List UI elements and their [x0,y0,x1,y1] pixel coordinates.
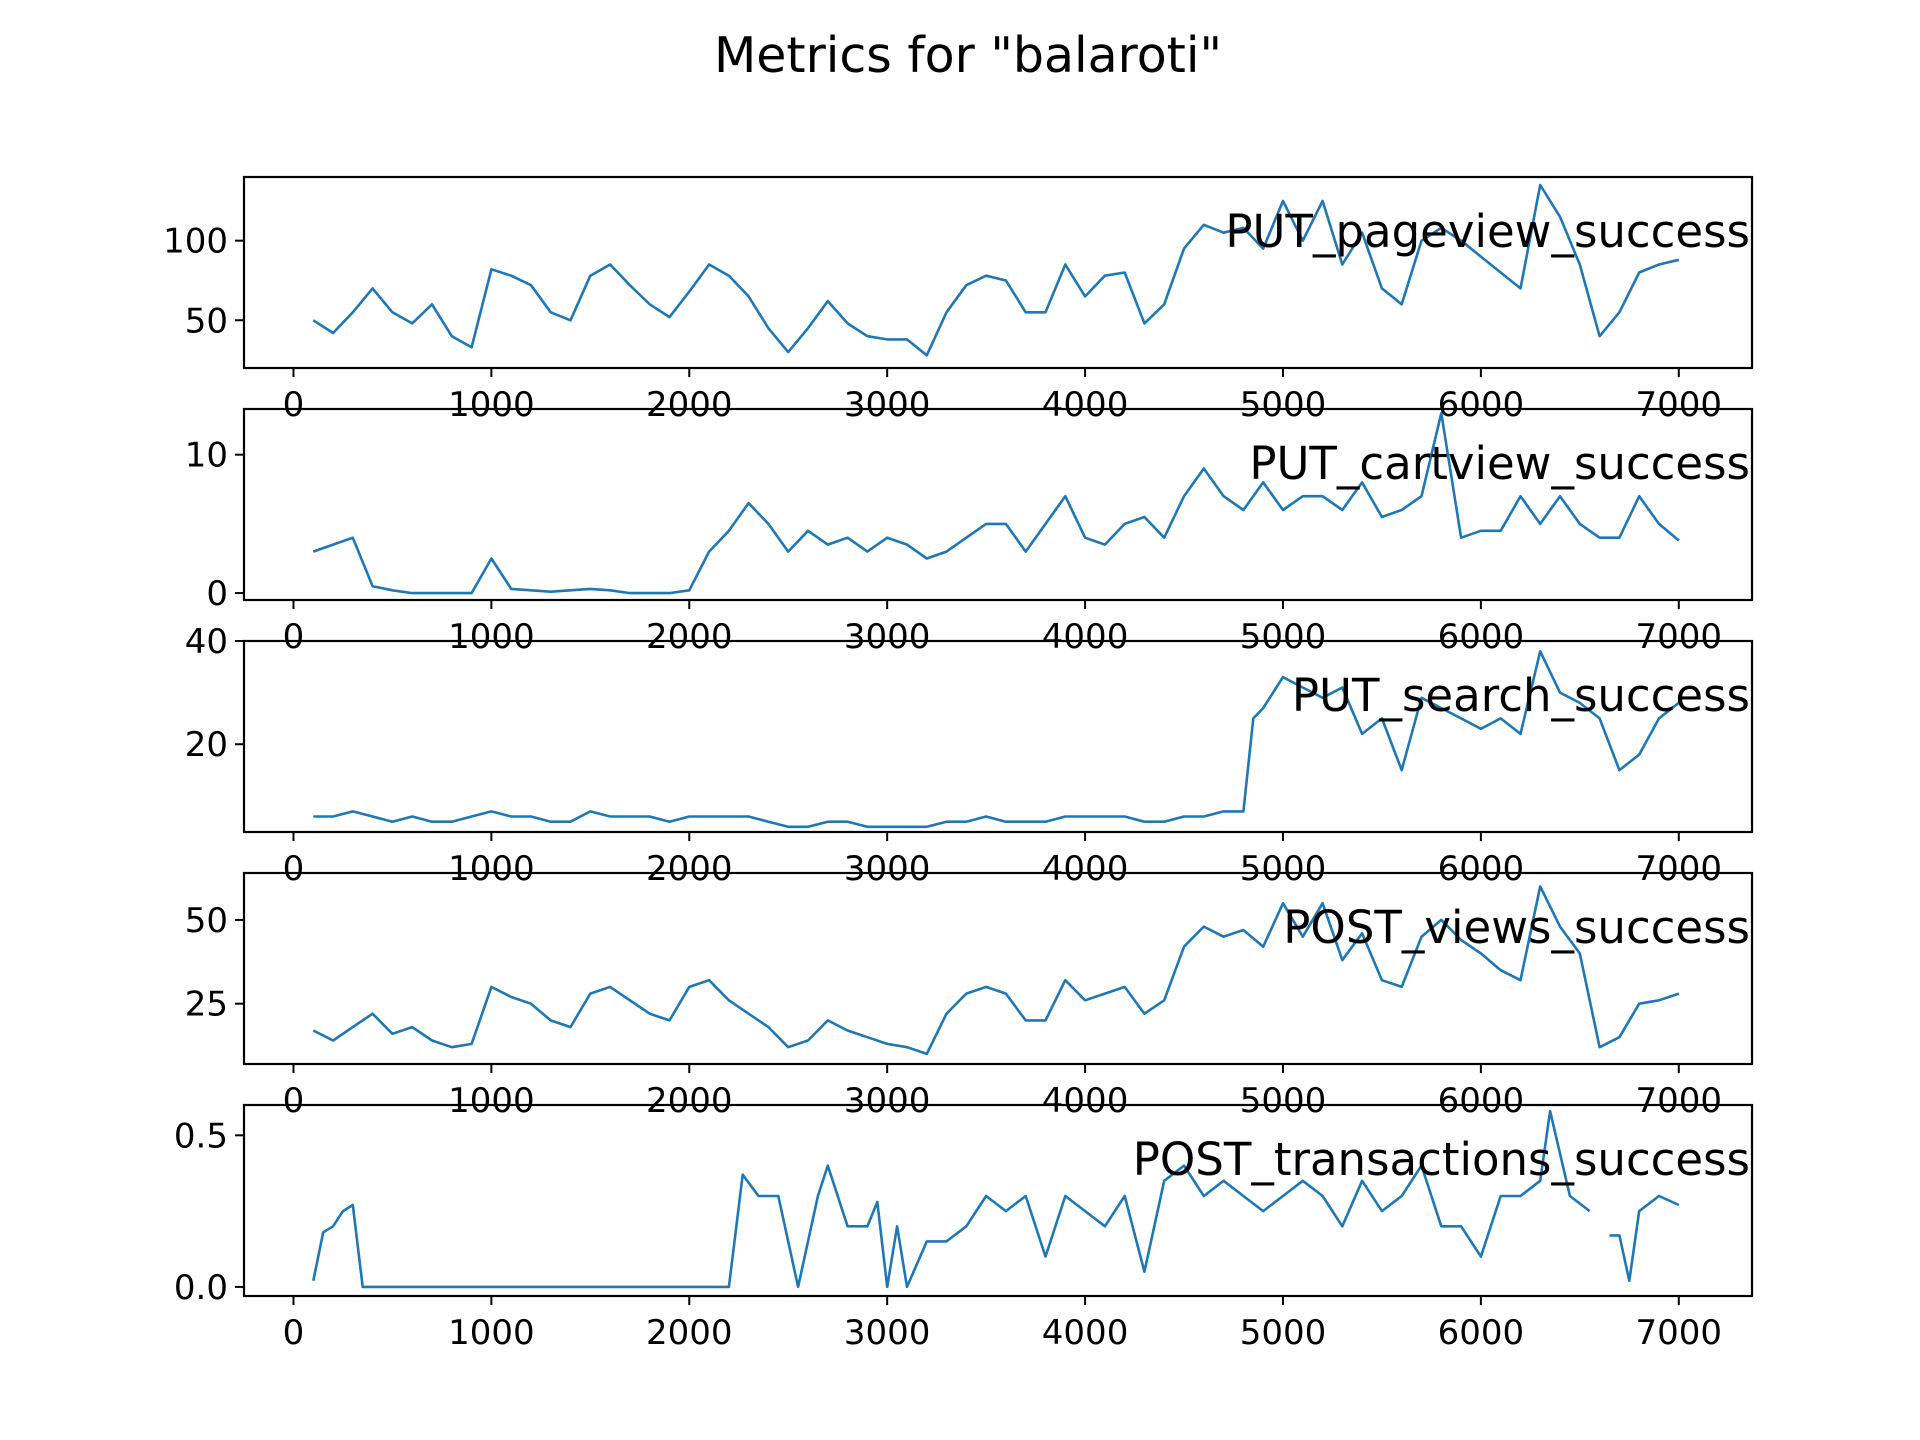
x-tick-label: 1000 [448,617,535,657]
x-tick-label: 6000 [1438,849,1525,889]
x-tick-label: 3000 [844,849,931,889]
y-tick-label: 0.0 [174,1268,228,1308]
y-tick-label: 10 [185,436,228,476]
y-tick-label: 50 [185,301,228,341]
x-tick-label: 0 [283,617,305,657]
x-tick-label: 7000 [1636,385,1723,425]
x-tick-label: 7000 [1636,1313,1723,1353]
axes-frame [242,175,1754,370]
panel-label: POST_views_success [1283,901,1750,954]
panel-label: PUT_pageview_success [1225,205,1750,258]
x-tick-label: 1000 [448,1313,535,1353]
series-line-POST_views_success [312,885,1680,1056]
axes-frame [242,1103,1754,1298]
y-tick-label: 0 [206,574,228,614]
x-tick-label: 4000 [1042,849,1129,889]
x-tick-label: 1000 [448,849,535,889]
x-tick-label: 0 [283,1081,305,1121]
y-tick-label: 40 [185,622,228,662]
x-tick-label: 0 [283,1313,305,1353]
x-tick-label: 2000 [646,617,733,657]
x-tick-label: 2000 [646,849,733,889]
series-line-POST_transactions_success [312,1109,1680,1289]
x-tick-label: 0 [283,385,305,425]
x-tick-label: 6000 [1438,617,1525,657]
panel-label: PUT_cartview_success [1249,437,1750,490]
x-tick-label: 1000 [448,1081,535,1121]
x-tick-label: 6000 [1438,1313,1525,1353]
panel-5: 0 1000 2000 3000 4000 5000 6000 7000 0.0 0.5 POST_… [174,1103,1754,1353]
panel-label: PUT_search_success [1292,669,1750,722]
x-tick-label: 1000 [448,385,535,425]
x-tick-label: 6000 [1438,385,1525,425]
x-tick-label: 7000 [1636,849,1723,889]
x-tick-label: 2000 [646,1313,733,1353]
x-tick-label: 5000 [1240,385,1327,425]
x-tick-label: 3000 [844,1313,931,1353]
chart-title: Metrics for "balaroti" [714,27,1222,84]
x-tick-label: 7000 [1636,617,1723,657]
x-tick-label: 3000 [844,385,931,425]
y-tick-label: 20 [185,725,228,765]
x-tick-label: 5000 [1240,849,1327,889]
x-tick-label: 3000 [844,617,931,657]
x-tick-label: 5000 [1240,1313,1327,1353]
y-tick-label: 100 [163,222,228,262]
x-tick-label: 0 [283,849,305,889]
panel-1: 0 1000 2000 3000 4000 5000 6000 7000 50 100 PUT_pa… [163,175,1754,425]
panel-2: 0 1000 2000 3000 4000 5000 6000 7000 0 10 PUT_cart… [185,407,1754,657]
axes-frame [242,871,1754,1066]
axes-frame [242,639,1754,834]
x-tick-label: 5000 [1240,617,1327,657]
y-tick-label: 25 [185,985,228,1025]
series-line-PUT_cartview_success [312,411,1680,595]
x-tick-label: 4000 [1042,1313,1129,1353]
x-tick-label: 4000 [1042,1081,1129,1121]
y-tick-label: 0.5 [174,1116,228,1156]
series-line-PUT_pageview_success [312,183,1680,357]
x-tick-label: 2000 [646,1081,733,1121]
x-tick-label: 6000 [1438,1081,1525,1121]
x-tick-label: 3000 [844,1081,931,1121]
x-tick-label: 4000 [1042,385,1129,425]
y-tick-label: 50 [185,901,228,941]
x-tick-label: 5000 [1240,1081,1327,1121]
panel-label: POST_transactions_success [1133,1133,1750,1186]
axes-frame [242,407,1754,602]
x-tick-label: 4000 [1042,617,1129,657]
series-line-PUT_search_success [313,650,1680,829]
x-tick-label: 7000 [1636,1081,1723,1121]
panel-4: 0 1000 2000 3000 4000 5000 6000 7000 25 50 POST_vi… [185,871,1754,1121]
panel-3: 0 1000 2000 3000 4000 5000 6000 7000 20 40 PUT_sea… [185,622,1754,889]
x-tick-label: 2000 [646,385,733,425]
